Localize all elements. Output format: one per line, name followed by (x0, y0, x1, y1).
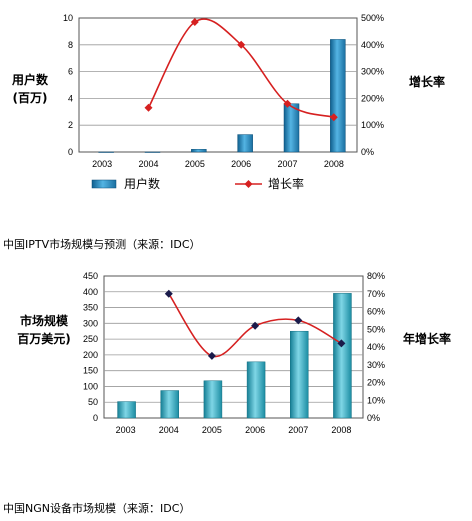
ngn-right-tick-label: 60% (367, 307, 385, 317)
iptv-left-tick-label: 10 (63, 13, 73, 23)
iptv-category-label: 2003 (92, 159, 112, 169)
ngn-right-tick-label: 70% (367, 289, 385, 299)
iptv-left-tick-label: 0 (68, 147, 73, 157)
iptv-legend-bar-label: 用户数 (124, 176, 160, 191)
ngn-left-tick-label: 100 (83, 381, 98, 391)
iptv-bar (144, 151, 161, 153)
iptv-right-tick-label: 400% (361, 40, 384, 50)
ngn-chart: 0 50 100 150 200 250 300 350 400 450 0% 10% 20% 30% 40… (17, 271, 451, 435)
ngn-chart-caption: 中国NGN设备市场规模（来源：IDC） (3, 502, 191, 515)
ngn-right-axis-title: 年增长率 (403, 331, 451, 346)
iptv-right-tick-label: 500% (361, 13, 384, 23)
ngn-left-tick-label: 200 (83, 350, 98, 360)
ngn-line-marker (207, 351, 216, 360)
ngn-line-marker (337, 339, 346, 348)
iptv-category-label: 2006 (231, 159, 251, 169)
ngn-bar (333, 293, 352, 419)
iptv-left-tick-label: 6 (68, 67, 73, 77)
ngn-left-tick-label: 150 (83, 366, 98, 376)
ngn-category-label: 2003 (116, 425, 136, 435)
iptv-bar (191, 149, 207, 153)
iptv-line-marker (190, 18, 199, 26)
ngn-line-marker (251, 321, 260, 330)
iptv-line-marker (283, 99, 292, 108)
iptv-bar (330, 39, 346, 153)
ngn-bar (290, 330, 309, 419)
iptv-line-marker (237, 40, 246, 49)
ngn-right-tick-label: 20% (367, 378, 385, 388)
iptv-right-axis-title: 增长率 (409, 74, 445, 89)
iptv-plot-frame (78, 17, 358, 153)
ngn-left-axis-title: 市场规模 (20, 313, 69, 328)
ngn-bar (117, 401, 136, 419)
iptv-category-label: 2007 (277, 159, 297, 169)
ngn-left-tick-label: 400 (83, 287, 98, 297)
ngn-left-tick-label: 0 (93, 413, 98, 423)
iptv-line-marker (144, 103, 153, 112)
ngn-right-tick-label: 40% (367, 342, 385, 352)
ngn-left-tick-label: 300 (83, 318, 98, 328)
iptv-category-label: 2004 (138, 159, 158, 169)
ngn-right-tick-label: 10% (367, 395, 385, 405)
iptv-line-marker (329, 113, 338, 122)
ngn-left-tick-label: 50 (88, 397, 98, 407)
iptv-legend-line-label: 增长率 (268, 176, 304, 191)
ngn-category-label: 2006 (245, 425, 265, 435)
iptv-right-tick-label: 300% (361, 67, 384, 77)
iptv-category-label: 2008 (324, 159, 344, 169)
iptv-bar (283, 103, 300, 153)
iptv-bar (98, 151, 114, 153)
iptv-line (147, 18, 335, 118)
ngn-left-tick-label: 250 (83, 334, 98, 344)
ngn-left-tick-label: 450 (83, 271, 98, 281)
ngn-line-marker (164, 289, 173, 298)
iptv-right-tick-label: 100% (361, 120, 384, 130)
ngn-category-label: 2005 (202, 425, 222, 435)
ngn-category-label: 2008 (331, 425, 351, 435)
iptv-left-axis-title: 用户数 (11, 72, 49, 87)
ngn-plot-frame (103, 275, 364, 419)
iptv-right-tick-label: 200% (361, 93, 384, 103)
iptv-right-tick-label: 0% (361, 147, 374, 157)
iptv-legend-bar-swatch (91, 179, 117, 189)
iptv-legend-line-marker (244, 180, 253, 188)
iptv-left-tick-label: 8 (68, 40, 73, 50)
ngn-category-label: 2007 (288, 425, 308, 435)
ngn-line-marker (294, 316, 303, 325)
ngn-left-tick-label: 350 (83, 303, 98, 313)
ngn-right-tick-label: 30% (367, 360, 385, 370)
iptv-bar (237, 134, 253, 153)
ngn-category-label: 2004 (159, 425, 179, 435)
iptv-left-tick-label: 4 (68, 93, 73, 103)
iptv-left-axis-title: (百万) (13, 91, 48, 105)
ngn-right-tick-label: 50% (367, 324, 385, 334)
ngn-bar (160, 390, 179, 419)
ngn-right-tick-label: 80% (367, 271, 385, 281)
ngn-bar (246, 361, 266, 419)
ngn-bar (203, 380, 223, 419)
ngn-left-axis-title: 百万美元) (17, 331, 71, 346)
ngn-right-tick-label: 0% (367, 413, 380, 423)
iptv-category-label: 2005 (185, 159, 205, 169)
iptv-left-tick-label: 2 (68, 120, 73, 130)
iptv-chart-caption: 中国IPTV市场规模与预测（来源：IDC） (3, 238, 201, 251)
